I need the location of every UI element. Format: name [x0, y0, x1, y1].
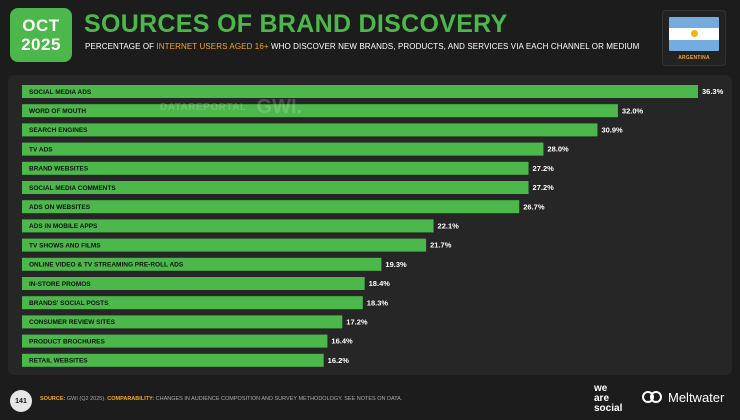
- bar-0: [22, 85, 698, 98]
- category-label-11: BRANDS' SOCIAL POSTS: [29, 300, 109, 307]
- country-flag-box: ARGENTINA: [662, 10, 726, 66]
- bar-5: [22, 181, 529, 194]
- bar-3: [22, 142, 544, 156]
- subtitle-highlight: INTERNET USERS AGED 16+: [156, 42, 269, 51]
- value-label-6: 26.7%: [523, 202, 545, 211]
- category-label-5: SOCIAL MEDIA COMMENTS: [29, 185, 116, 192]
- value-label-11: 18.3%: [367, 298, 389, 307]
- source-note: SOURCE: GWI (Q2 2025). COMPARABILITY: CH…: [40, 396, 402, 402]
- value-label-9: 19.3%: [385, 260, 407, 269]
- logo-line-2: are: [594, 393, 610, 404]
- watermark: DATAREPORTAL GWI.: [160, 96, 302, 119]
- bar-13: [22, 334, 328, 348]
- gwi-watermark: GWI.: [256, 96, 303, 118]
- page-number: 141: [10, 390, 32, 412]
- bar-1: [22, 104, 618, 118]
- bar-4: [22, 161, 529, 175]
- subtitle-post: WHO DISCOVER NEW BRANDS, PRODUCTS, AND S…: [268, 42, 640, 51]
- sun-icon: [690, 30, 698, 38]
- bar-10: [22, 277, 365, 290]
- value-label-14: 16.2%: [328, 356, 350, 365]
- bar-9: [22, 257, 382, 271]
- we-are-social-logo: we are social: [594, 384, 622, 414]
- logo-line-3: social: [594, 403, 623, 414]
- value-label-1: 32.0%: [622, 106, 644, 115]
- category-label-3: TV ADS: [29, 146, 53, 153]
- category-label-13: PRODUCT BROCHURES: [29, 338, 106, 345]
- value-label-2: 30.9%: [601, 126, 623, 135]
- category-label-1: WORD OF MOUTH: [29, 108, 86, 115]
- source-label: SOURCE:: [40, 396, 66, 402]
- bar-6: [22, 200, 520, 214]
- meltwater-logo: Meltwater: [642, 390, 724, 405]
- category-label-9: ONLINE VIDEO & TV STREAMING PRE-ROLL ADS: [29, 262, 184, 269]
- category-label-10: IN-STORE PROMOS: [29, 281, 91, 288]
- source-text: GWI (Q2 2025).: [65, 396, 108, 402]
- value-label-12: 17.2%: [346, 318, 368, 327]
- value-label-5: 27.2%: [533, 183, 555, 192]
- bar-7: [22, 219, 434, 233]
- comparability-label: COMPARABILITY:: [107, 396, 155, 402]
- bar-chart: SOCIAL MEDIA ADS 36.3% WORD OF MOUTH 32.0% S…: [22, 85, 724, 367]
- value-label-3: 28.0%: [547, 145, 569, 154]
- country-label: ARGENTINA: [678, 55, 710, 61]
- date-badge: OCT 2025: [10, 8, 72, 62]
- page-subtitle: PERCENTAGE OF INTERNET USERS AGED 16+ WH…: [85, 42, 639, 51]
- category-label-12: CONSUMER REVIEW SITES: [29, 319, 116, 326]
- logo-line-1: we: [594, 383, 608, 394]
- bar-11: [22, 296, 363, 310]
- value-label-7: 22.1%: [438, 222, 460, 231]
- comparability-text: CHANGES IN AUDIENCE COMPOSITION AND SURV…: [154, 396, 403, 402]
- bar-2: [22, 123, 598, 137]
- footer: 141 SOURCE: GWI (Q2 2025). COMPARABILITY…: [0, 382, 740, 420]
- bar-14: [22, 353, 324, 367]
- bar-12: [22, 315, 343, 329]
- date-month: OCT: [22, 16, 60, 35]
- category-label-14: RETAIL WEBSITES: [29, 358, 88, 365]
- argentina-flag-icon: [669, 17, 719, 51]
- value-label-8: 21.7%: [430, 241, 452, 250]
- value-label-13: 16.4%: [331, 337, 353, 346]
- value-label-10: 18.4%: [369, 279, 391, 288]
- value-label-0: 36.3%: [702, 87, 724, 96]
- meltwater-icon: [642, 390, 664, 405]
- category-label-4: BRAND WEBSITES: [29, 166, 89, 173]
- date-year: 2025: [21, 35, 61, 54]
- value-label-4: 27.2%: [533, 164, 555, 173]
- meltwater-text: Meltwater: [668, 390, 725, 405]
- subtitle-pre: PERCENTAGE OF: [85, 42, 157, 51]
- category-label-7: ADS IN MOBILE APPS: [29, 223, 98, 230]
- category-label-0: SOCIAL MEDIA ADS: [29, 89, 92, 96]
- datareportal-watermark: DATAREPORTAL: [160, 102, 247, 113]
- page-title: SOURCES OF BRAND DISCOVERY: [84, 10, 508, 38]
- category-label-2: SEARCH ENGINES: [29, 127, 88, 134]
- category-label-8: TV SHOWS AND FILMS: [29, 242, 101, 249]
- category-label-6: ADS ON WEBSITES: [29, 204, 91, 211]
- bar-8: [22, 238, 427, 252]
